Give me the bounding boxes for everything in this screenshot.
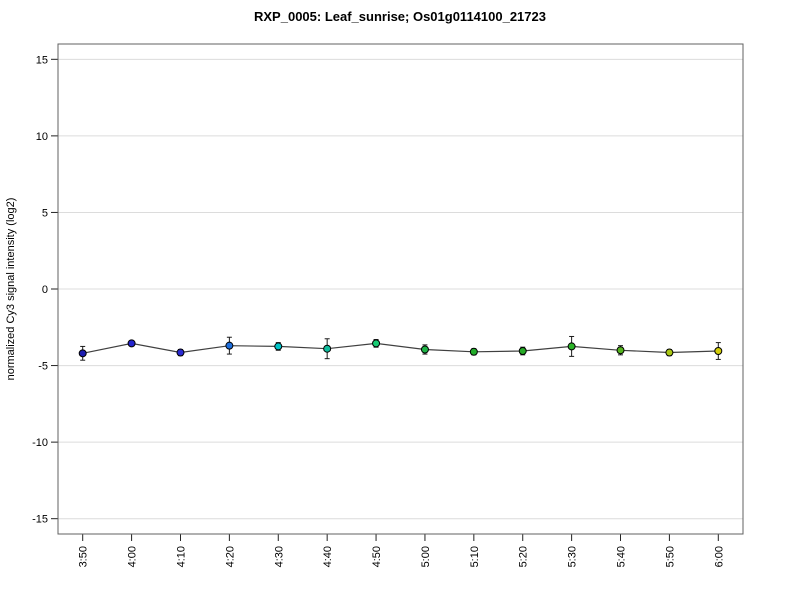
data-series: [78, 335, 723, 361]
data-point: [372, 339, 381, 348]
data-point: [469, 347, 478, 356]
data-point: [665, 348, 674, 357]
x-tick-label: 4:50: [371, 546, 383, 567]
data-point: [323, 344, 332, 353]
data-point: [127, 339, 136, 348]
x-tick-label: 5:40: [616, 546, 628, 567]
data-point: [567, 342, 576, 351]
data-point: [420, 345, 429, 354]
x-tick-label: 4:20: [224, 546, 236, 567]
chart-title: RXP_0005: Leaf_sunrise; Os01g0114100_217…: [254, 9, 546, 24]
x-tick-label: 3:50: [78, 546, 90, 567]
y-tick-label: -15: [32, 514, 48, 526]
x-tick-label: 4:30: [273, 546, 285, 567]
axes: 15 10 5 0 -5 -10 -15 3:50 4:00 4:10 4:20 4:30 4:40 4:…: [32, 54, 725, 567]
y-tick-label: -5: [38, 361, 48, 373]
x-tick-label: 5:10: [469, 546, 481, 567]
x-tick-label: 5:50: [664, 546, 676, 567]
x-tick-label: 5:30: [567, 546, 579, 567]
x-tick-label: 4:00: [127, 546, 139, 567]
data-point: [78, 349, 87, 358]
x-tick-label: 6:00: [713, 546, 725, 567]
y-tick-label: 5: [42, 207, 48, 219]
plot-border: [57, 43, 744, 535]
y-tick-label: 0: [42, 284, 48, 296]
x-tick-label: 4:40: [322, 546, 334, 567]
data-point: [176, 348, 185, 357]
data-point: [225, 341, 234, 350]
data-point: [518, 347, 527, 356]
y-axis-title: normalized Cy3 signal intensity (log2): [5, 198, 17, 381]
series-line: [82, 342, 719, 354]
y-tick-label: -10: [32, 437, 48, 449]
x-tick-label: 4:10: [175, 546, 187, 567]
data-point: [616, 346, 625, 355]
x-tick-label: 5:20: [518, 546, 530, 567]
data-point: [714, 347, 723, 356]
data-point: [274, 342, 283, 351]
y-tick-label: 10: [36, 131, 48, 143]
y-tick-label: 15: [36, 54, 48, 66]
gridlines: [58, 58, 743, 520]
x-tick-label: 5:00: [420, 546, 432, 567]
